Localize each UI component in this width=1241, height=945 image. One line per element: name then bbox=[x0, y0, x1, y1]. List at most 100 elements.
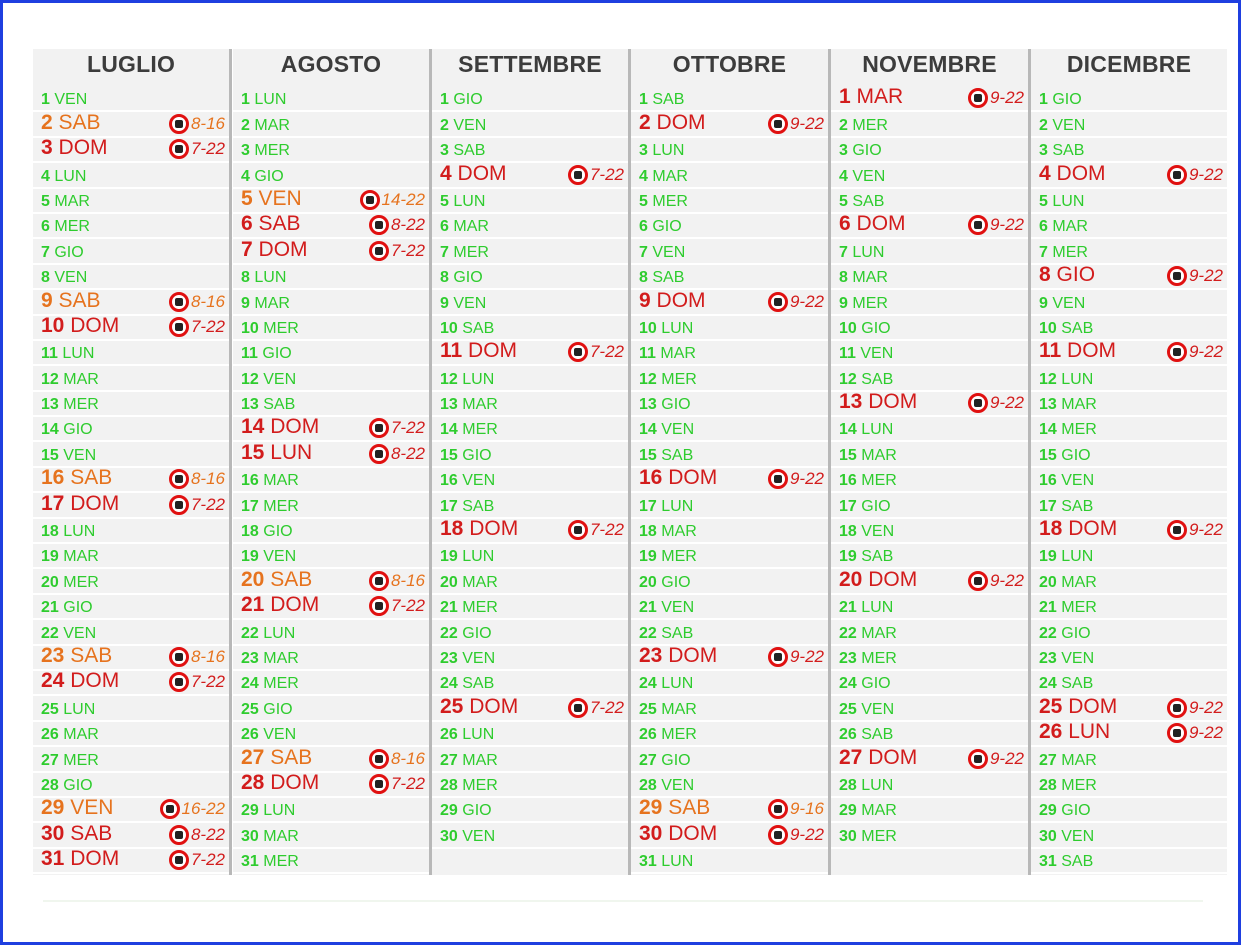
weekday-name: MAR bbox=[1061, 396, 1097, 414]
day-label: 29 LUN bbox=[241, 802, 295, 820]
day-number: 16 bbox=[41, 466, 65, 490]
day-row: 4 LUN bbox=[33, 163, 229, 189]
day-row: 24 DOM 7-22 bbox=[33, 669, 229, 697]
day-label: 19 VEN bbox=[241, 548, 296, 566]
weekday-name: VEN bbox=[462, 649, 496, 667]
day-number: 29 bbox=[1039, 802, 1057, 820]
day-number: 24 bbox=[241, 675, 259, 693]
day-number: 17 bbox=[241, 497, 259, 515]
day-label: 5 MAR bbox=[41, 193, 90, 211]
day-row: 16 VEN bbox=[1031, 468, 1227, 494]
weekday-name: MER bbox=[852, 116, 888, 134]
day-label: 5 LUN bbox=[440, 193, 485, 211]
day-row: 12 LUN bbox=[1031, 366, 1227, 392]
weekday-name: MER bbox=[1061, 776, 1097, 794]
day-label: 23 DOM bbox=[639, 644, 717, 668]
day-row: 15 LUN 8-22 bbox=[233, 441, 429, 468]
day-row: 25 DOM 7-22 bbox=[432, 695, 628, 722]
weekday-name: SAB bbox=[1061, 853, 1094, 871]
weekday-name: LUN bbox=[661, 497, 694, 515]
day-row: 19 LUN bbox=[432, 544, 628, 570]
day-number: 3 bbox=[440, 142, 449, 160]
weekday-name: VEN bbox=[860, 345, 894, 363]
restriction-hours: 9-22 bbox=[789, 646, 824, 666]
weekday-name: MER bbox=[661, 726, 697, 744]
no-parking-restriction-icon bbox=[368, 215, 389, 236]
day-row: 2 MER bbox=[831, 112, 1028, 138]
restriction-hours: 7-22 bbox=[589, 520, 624, 540]
day-number: 29 bbox=[839, 802, 857, 820]
day-label: 8 VEN bbox=[41, 269, 87, 287]
day-label: 23 MER bbox=[839, 650, 897, 668]
day-number: 16 bbox=[839, 472, 857, 490]
day-label: 27 MAR bbox=[1039, 752, 1097, 770]
day-number: 5 bbox=[41, 192, 50, 210]
day-row: 21 MER bbox=[1031, 595, 1227, 621]
day-row: 14 MER bbox=[1031, 417, 1227, 443]
restriction-badge: 7-22 bbox=[168, 494, 225, 515]
day-row: 10 SAB bbox=[1031, 316, 1227, 341]
weekday-name: MAR bbox=[1061, 573, 1097, 591]
weekday-name: DOM bbox=[270, 415, 320, 439]
day-number: 6 bbox=[839, 212, 851, 236]
day-row: 28 MER bbox=[1031, 773, 1227, 798]
month-column-novembre: NOVEMBRE 1 MAR 9-22 2 MER 3 GIO 4 VEN 5 SAB 6 D… bbox=[831, 49, 1031, 875]
day-label: 19 SAB bbox=[839, 548, 893, 566]
weekday-name: GIO bbox=[453, 269, 483, 287]
no-parking-restriction-icon bbox=[967, 748, 988, 769]
weekday-name: VEN bbox=[258, 186, 302, 210]
restriction-hours: 9-22 bbox=[1188, 342, 1223, 362]
day-label: 11 GIO bbox=[241, 345, 292, 363]
day-row: 19 LUN bbox=[1031, 544, 1227, 570]
day-label: 22 GIO bbox=[440, 625, 492, 643]
day-row: 5 MAR bbox=[33, 189, 229, 214]
day-row: 3 LUN bbox=[631, 138, 828, 164]
day-row: 9 MER bbox=[831, 290, 1028, 316]
day-number: 1 bbox=[639, 91, 648, 109]
day-label: 6 MER bbox=[41, 218, 90, 236]
month-header: LUGLIO bbox=[86, 51, 176, 77]
day-row: 20 SAB 8-16 bbox=[233, 568, 429, 595]
day-label: 20 MAR bbox=[440, 574, 498, 592]
day-number: 14 bbox=[241, 415, 265, 439]
weekday-name: SAB bbox=[668, 796, 711, 820]
day-label: 3 SAB bbox=[1039, 142, 1084, 160]
day-label: 7 LUN bbox=[839, 244, 884, 262]
day-label: 25 DOM bbox=[1039, 695, 1117, 719]
weekday-name: DOM bbox=[469, 517, 519, 541]
day-label: 23 SAB bbox=[41, 644, 112, 668]
day-row: 5 SAB bbox=[831, 189, 1028, 214]
day-row: 9 DOM 9-22 bbox=[631, 289, 828, 316]
day-row: 22 GIO bbox=[432, 620, 628, 646]
weekday-name: DOM bbox=[856, 212, 906, 236]
day-label: 17 SAB bbox=[440, 498, 494, 516]
day-label: 8 GIO bbox=[1039, 263, 1095, 287]
day-row: 10 MER bbox=[233, 316, 429, 341]
day-row: 1 LUN bbox=[233, 87, 429, 113]
no-parking-restriction-icon bbox=[967, 88, 988, 109]
no-parking-restriction-icon bbox=[168, 672, 189, 693]
day-number: 2 bbox=[1039, 116, 1048, 134]
day-label: 15 SAB bbox=[639, 447, 693, 465]
day-row: 19 SAB bbox=[831, 544, 1028, 570]
weekday-name: DOM bbox=[1056, 161, 1106, 185]
no-parking-restriction-icon bbox=[168, 824, 189, 845]
day-number: 9 bbox=[839, 294, 848, 312]
weekday-name: VEN bbox=[861, 700, 895, 718]
day-label: 16 MAR bbox=[241, 472, 299, 490]
day-number: 14 bbox=[440, 421, 458, 439]
day-row: 24 LUN bbox=[631, 671, 828, 697]
day-number: 4 bbox=[440, 161, 452, 185]
weekday-name: DOM bbox=[258, 237, 308, 261]
day-row: 9 VEN bbox=[1031, 290, 1227, 316]
day-label: 25 MAR bbox=[639, 701, 697, 719]
day-list: 1 LUN 2 MAR 3 MER 4 GIO 5 VEN 14-22 6 SAB 8-22 7… bbox=[233, 87, 429, 875]
day-row: 19 VEN bbox=[233, 544, 429, 570]
weekday-name: VEN bbox=[1061, 649, 1095, 667]
weekday-name: DOM bbox=[70, 313, 120, 337]
day-row: 19 MER bbox=[631, 544, 828, 570]
day-label: 16 MER bbox=[839, 472, 897, 490]
day-label: 12 MAR bbox=[41, 371, 99, 389]
day-number: 28 bbox=[241, 770, 265, 794]
day-number: 12 bbox=[839, 370, 857, 388]
